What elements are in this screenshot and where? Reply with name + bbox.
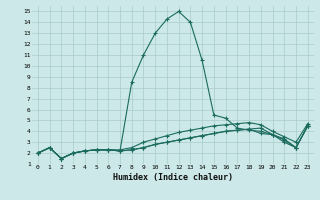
X-axis label: Humidex (Indice chaleur): Humidex (Indice chaleur): [113, 173, 233, 182]
